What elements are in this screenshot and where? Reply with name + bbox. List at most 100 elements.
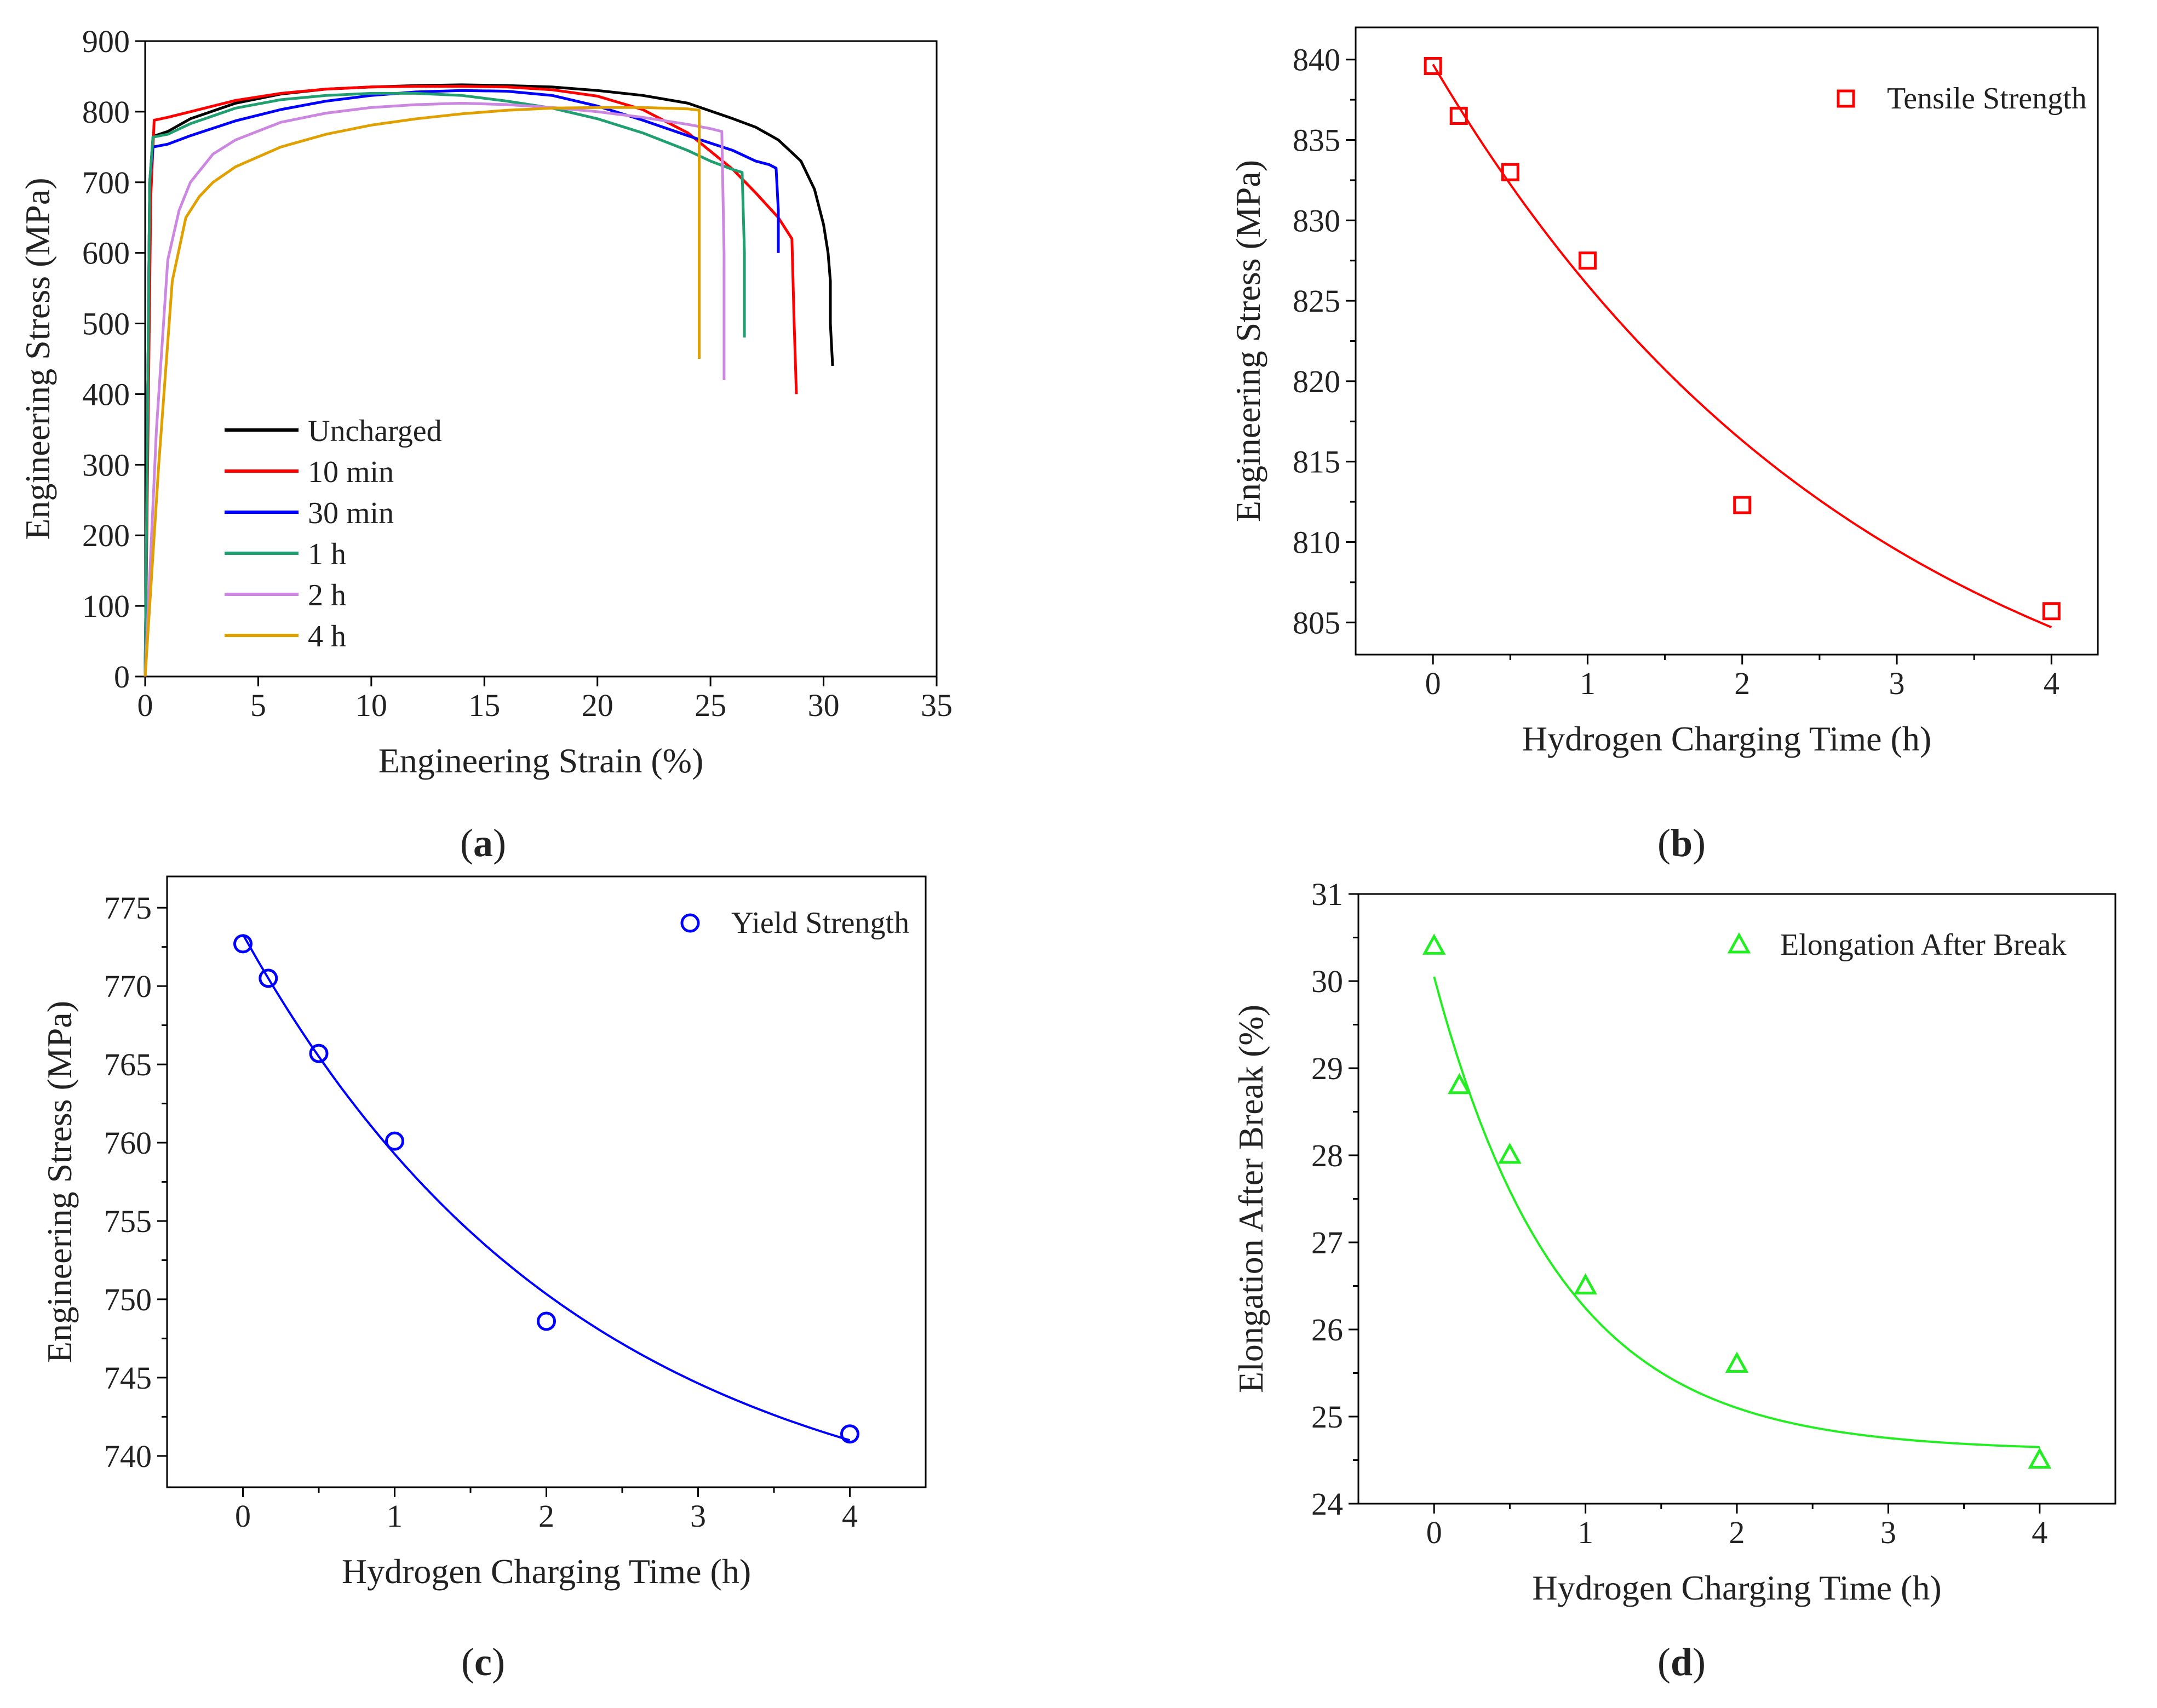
x-tick-label: 25 xyxy=(695,687,726,723)
data-point-3 xyxy=(1578,251,1597,270)
x-tick-label: 0 xyxy=(235,1498,251,1534)
legend-marker xyxy=(1727,932,1751,954)
y-tick-label: 25 xyxy=(1311,1399,1343,1435)
legend-entry-4: 2 h xyxy=(308,578,346,612)
legend-entry: Tensile Strength xyxy=(1887,82,2087,116)
y-tick-label: 29 xyxy=(1311,1051,1343,1086)
x-tick-label: 3 xyxy=(690,1498,706,1534)
y-axis-label: Engineering Stress (MPa) xyxy=(18,177,57,540)
series-line-2 xyxy=(144,89,780,677)
data-point-5 xyxy=(840,1424,859,1444)
data-point-4 xyxy=(1725,1351,1749,1373)
y-tick-label: 26 xyxy=(1311,1312,1343,1348)
y-tick-label: 30 xyxy=(1311,964,1343,999)
y-tick-label: 400 xyxy=(82,376,130,412)
legend-marker xyxy=(1837,89,1855,108)
x-tick-label: 2 xyxy=(1729,1515,1745,1550)
series-line-0 xyxy=(144,83,834,677)
panel-label-c: (c) xyxy=(461,1640,505,1684)
y-tick-label: 28 xyxy=(1311,1138,1343,1173)
y-tick-label: 765 xyxy=(104,1047,152,1082)
panel-label-b: (b) xyxy=(1657,821,1706,865)
x-tick-label: 1 xyxy=(387,1498,403,1534)
y-tick-label: 825 xyxy=(1293,283,1340,319)
legend-entry-3: 1 h xyxy=(308,537,346,571)
y-tick-label: 700 xyxy=(82,165,130,200)
y-axis-label: Elongation After Break (%) xyxy=(1231,1005,1270,1393)
y-tick-label: 835 xyxy=(1293,123,1340,158)
data-point-3 xyxy=(1574,1273,1597,1294)
y-tick-label: 840 xyxy=(1293,42,1340,78)
data-point-0 xyxy=(1424,56,1442,75)
y-tick-label: 760 xyxy=(104,1125,152,1161)
y-tick-label: 24 xyxy=(1311,1486,1343,1522)
y-tick-label: 31 xyxy=(1311,876,1343,912)
data-point-4 xyxy=(1733,496,1752,514)
y-tick-label: 200 xyxy=(82,518,130,553)
chart-panel-a: 0 5 10 15 20 25 30 35 0 100 200 300 400 500 600 700 800 9… xyxy=(18,24,953,780)
y-tick-label: 27 xyxy=(1311,1225,1343,1260)
data-point-0 xyxy=(1422,933,1446,955)
data-point-2 xyxy=(1501,163,1519,181)
x-tick-label: 5 xyxy=(250,687,266,723)
x-axis-label: Hydrogen Charging Time (h) xyxy=(342,1552,751,1591)
series-line-1 xyxy=(144,85,798,677)
data-point-2 xyxy=(309,1044,329,1063)
legend-entry: Yield Strength xyxy=(731,906,909,940)
legend-marker xyxy=(680,913,700,933)
data-point-0 xyxy=(233,934,253,954)
x-tick-label: 4 xyxy=(2032,1515,2047,1550)
y-tick-label: 810 xyxy=(1293,524,1340,560)
y-axis-label: Engineering Stress (MPa) xyxy=(1229,160,1267,522)
x-tick-label: 15 xyxy=(468,687,500,723)
plot-frame xyxy=(144,40,938,678)
y-tick-label: 775 xyxy=(104,890,152,926)
legend-entry-2: 30 min xyxy=(308,496,394,530)
series-line-5 xyxy=(144,106,701,677)
y-tick-label: 805 xyxy=(1293,605,1340,640)
y-tick-label: 755 xyxy=(104,1203,152,1239)
chart-panel-b: 0 1 2 3 4 805 810 815 820 825 830 835 840 Hydrogen Ch… xyxy=(1229,26,2099,758)
legend-entry-5: 4 h xyxy=(308,620,346,654)
y-tick-label: 770 xyxy=(104,968,152,1004)
y-tick-label: 740 xyxy=(104,1438,152,1474)
y-tick-label: 750 xyxy=(104,1282,152,1317)
y-axis-label: Engineering Stress (MPa) xyxy=(40,1001,79,1363)
x-axis-label: Engineering Strain (%) xyxy=(378,741,704,780)
fit-curve xyxy=(1432,64,2052,628)
x-tick-label: 20 xyxy=(582,687,613,723)
data-point-1 xyxy=(1448,1073,1471,1094)
y-tick-label: 500 xyxy=(82,306,130,342)
x-tick-label: 35 xyxy=(921,687,953,723)
data-point-1 xyxy=(1449,106,1468,125)
x-tick-label: 0 xyxy=(1426,1515,1442,1550)
y-tick-label: 830 xyxy=(1293,203,1340,238)
chart-panel-c: 0 1 2 3 4 740 745 750 755 760 765 770 775 Hydrogen Ch… xyxy=(40,875,927,1591)
panel-label-d: (d) xyxy=(1657,1640,1706,1684)
x-tick-label: 1 xyxy=(1577,1515,1593,1550)
y-tick-label: 800 xyxy=(82,94,130,130)
x-tick-label: 3 xyxy=(1889,666,1905,701)
x-tick-label: 2 xyxy=(1734,666,1750,701)
legend-entry-1: 10 min xyxy=(308,455,394,489)
x-tick-label: 0 xyxy=(137,687,153,723)
data-point-4 xyxy=(537,1311,556,1331)
fit-curve xyxy=(242,933,851,1442)
y-tick-label: 300 xyxy=(82,447,130,483)
plot-frame xyxy=(166,875,927,1488)
data-point-2 xyxy=(1498,1142,1522,1164)
data-point-5 xyxy=(2028,1447,2052,1469)
x-axis-label: Hydrogen Charging Time (h) xyxy=(1522,719,1931,758)
x-tick-label: 0 xyxy=(1425,666,1441,701)
x-tick-label: 1 xyxy=(1580,666,1596,701)
plot-frame xyxy=(1357,893,2116,1505)
chart-panel-d: 0 1 2 3 4 24 25 26 27 28 29 30 31 Hydrogen Charging T… xyxy=(1231,876,2116,1607)
panel-label-a: (a) xyxy=(460,821,506,865)
fit-curve xyxy=(1433,976,2040,1448)
legend-entry-0: Uncharged xyxy=(308,414,442,448)
x-tick-label: 4 xyxy=(2044,666,2060,701)
y-tick-label: 0 xyxy=(114,659,130,695)
data-point-3 xyxy=(385,1131,404,1151)
series-line-3 xyxy=(144,91,746,677)
